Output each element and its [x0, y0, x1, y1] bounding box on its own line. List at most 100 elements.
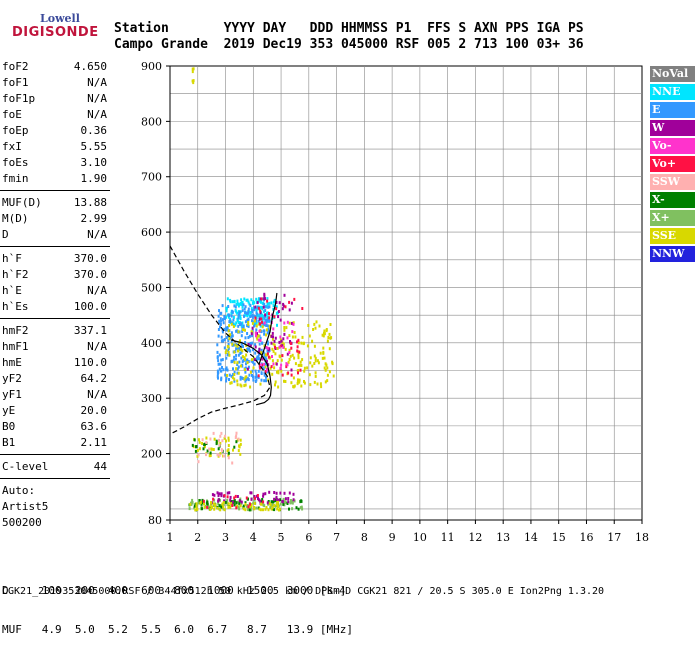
echo-point: [265, 328, 268, 332]
echo-point: [197, 499, 200, 502]
param-name: hmF1: [2, 340, 29, 353]
echo-point: [237, 500, 240, 504]
echo-point: [191, 443, 194, 447]
echo-point: [272, 349, 275, 353]
echo-point: [198, 499, 201, 503]
echo-point: [225, 366, 228, 370]
auto-scaler-line2: Artist5: [2, 500, 49, 513]
echo-point: [265, 346, 268, 349]
echo-point: [295, 506, 298, 510]
param-name: yE: [2, 404, 16, 417]
param-value: 13.88: [73, 196, 107, 209]
echo-point: [303, 366, 306, 370]
echo-point: [256, 301, 259, 305]
echo-point: [217, 314, 220, 318]
echo-point: [233, 445, 236, 449]
echo-point: [213, 437, 216, 441]
echo-point: [262, 305, 265, 309]
param-row: foEp 0.36: [0, 124, 110, 140]
echo-point: [266, 349, 269, 353]
param-row: h`F2 370.0: [0, 268, 110, 284]
echo-point: [255, 372, 258, 376]
echo-point: [326, 379, 329, 383]
echo-point: [243, 377, 246, 381]
echo-point: [254, 345, 257, 349]
x-tick-label: 7: [333, 531, 340, 544]
param-row: hmE 110.0: [0, 356, 110, 372]
echo-point: [313, 344, 316, 348]
echo-point: [258, 347, 261, 351]
echo-point: [226, 297, 229, 301]
echo-point: [319, 382, 322, 386]
echo-point: [218, 492, 221, 496]
echo-point: [267, 363, 270, 367]
echo-point: [201, 442, 204, 445]
echo-point: [236, 371, 239, 375]
echo-point: [265, 506, 268, 509]
echo-point: [244, 379, 247, 383]
echo-point: [268, 312, 270, 316]
echo-point: [287, 497, 290, 500]
echo-point: [247, 324, 250, 328]
param-row: yE 20.0: [0, 404, 110, 420]
echo-point: [300, 384, 303, 388]
echo-point: [281, 500, 284, 504]
echo-point: [206, 505, 209, 509]
echo-point: [284, 347, 287, 351]
echo-point: [220, 494, 223, 498]
echo-point: [285, 362, 288, 366]
echo-point: [225, 439, 227, 443]
echo-point: [217, 454, 220, 458]
echo-point: [247, 378, 250, 382]
param-name: h`F2: [2, 268, 29, 281]
echo-point: [197, 460, 200, 464]
echo-point: [247, 317, 250, 321]
echo-point: [283, 321, 286, 325]
echo-point: [233, 360, 236, 364]
param-name: B1: [2, 436, 16, 449]
echo-point: [267, 355, 270, 359]
echo-point: [279, 318, 282, 322]
echo-point: [255, 316, 258, 320]
echo-point: [242, 507, 245, 511]
echo-point: [290, 301, 293, 305]
echo-point: [260, 330, 263, 334]
echo-point: [203, 445, 206, 449]
echo-point: [240, 322, 242, 326]
echo-point: [307, 324, 310, 327]
echo-point: [233, 299, 236, 303]
echo-point: [227, 444, 230, 447]
echo-point: [196, 448, 199, 452]
echo-point: [326, 373, 329, 377]
echo-point: [300, 341, 303, 345]
echo-point: [205, 436, 208, 440]
param-value: 370.0: [73, 268, 107, 281]
echo-point: [306, 366, 309, 370]
echo-point: [290, 346, 293, 350]
echo-point: [221, 358, 224, 362]
param-value: N/A: [87, 92, 107, 105]
param-name: h`F: [2, 252, 22, 265]
echo-point: [277, 369, 280, 373]
echo-point: [220, 358, 223, 362]
echo-point: [250, 506, 253, 510]
echo-point: [231, 500, 234, 504]
echo-point: [201, 498, 204, 502]
echo-point: [282, 337, 285, 341]
echo-point: [239, 317, 242, 320]
echo-point: [316, 359, 319, 363]
echo-point: [237, 349, 240, 353]
x-tick-label: 1: [167, 531, 174, 544]
echo-point: [241, 360, 244, 364]
echo-point: [301, 335, 304, 339]
echo-point: [194, 508, 197, 512]
echo-point: [309, 356, 312, 360]
echo-point: [259, 299, 262, 302]
echo-point: [227, 505, 230, 509]
echo-point: [221, 304, 224, 308]
param-value: 370.0: [73, 252, 107, 265]
echo-point: [244, 375, 247, 379]
echo-point: [249, 344, 252, 348]
echo-point: [218, 321, 221, 325]
echo-point: [260, 502, 263, 506]
